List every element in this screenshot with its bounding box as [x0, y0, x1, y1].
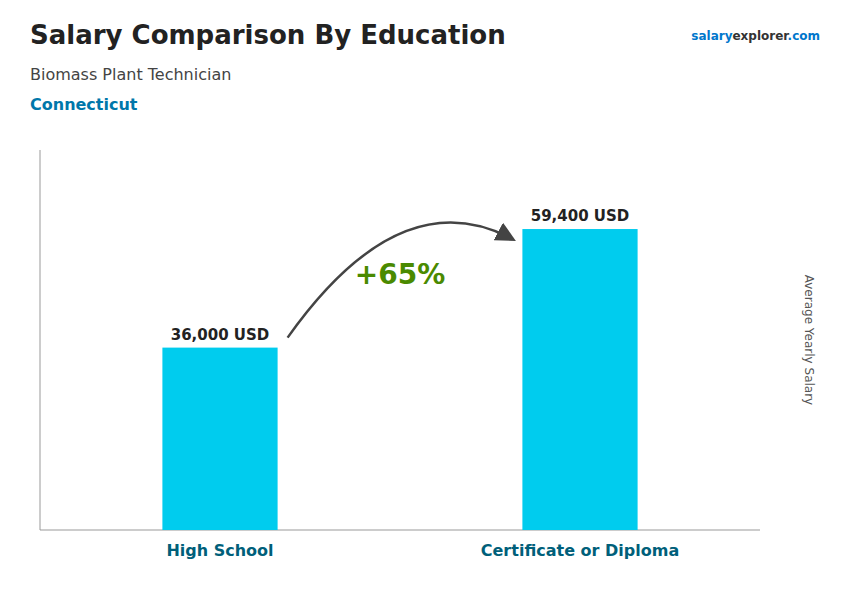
data-label: 36,000 USD [171, 326, 270, 344]
category-label: Certificate or Diploma [481, 541, 679, 560]
subtitle: Biomass Plant Technician [30, 65, 231, 84]
chart: Salary Comparison By Education Biomass Pl… [0, 0, 850, 606]
title: Salary Comparison By Education [30, 20, 506, 50]
pct-change: +65% [355, 258, 445, 291]
y-axis-line [40, 150, 41, 530]
watermark-part: salary [691, 29, 732, 43]
location: Connecticut [30, 95, 138, 114]
bars [162, 229, 637, 530]
watermark-part: explorer [732, 29, 789, 43]
category-label: High School [166, 541, 273, 560]
y-axis-label: Average Yearly Salary [802, 275, 816, 405]
baseline [40, 530, 760, 531]
bar [162, 348, 277, 530]
watermark-part: .com [788, 29, 820, 43]
watermark: salaryexplorer.com [691, 29, 820, 43]
data-label: 59,400 USD [531, 207, 630, 225]
bar [522, 229, 637, 530]
change-arrow [288, 223, 513, 338]
